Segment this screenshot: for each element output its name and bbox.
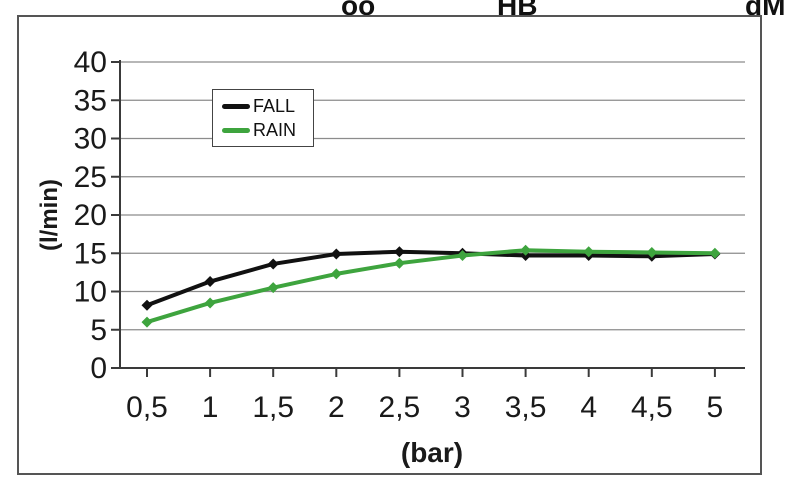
legend-item-rain: RAIN: [222, 121, 313, 139]
x-tick-label: 3: [454, 391, 471, 424]
fall-line-swatch: [222, 103, 250, 109]
legend-item-fall: FALL: [222, 97, 313, 115]
data-point-rain: [709, 247, 721, 259]
x-tick-label: 4: [580, 391, 597, 424]
cropped-header-row: öö HB dM: [0, 0, 800, 15]
data-point-fall: [393, 246, 405, 258]
x-tick-label: 1,5: [252, 391, 294, 424]
y-tick-label: 5: [90, 314, 107, 347]
y-tick-label: 15: [74, 237, 107, 270]
x-tick-label: 3,5: [505, 391, 547, 424]
data-point-fall: [204, 276, 216, 288]
data-point-rain: [204, 297, 216, 309]
x-axis-title: (bar): [401, 437, 463, 468]
chart-frame: 0 5 10 15 20 25 30 35 40 0,5 1 1,5 2 2,5 3 3,5 4 4,5 5 (bar…: [17, 15, 762, 475]
data-point-rain: [583, 246, 595, 258]
legend-label-rain: RAIN: [253, 120, 297, 140]
data-point-rain: [646, 246, 658, 258]
y-tick-label: 35: [74, 84, 107, 117]
y-axis-title: (l/min): [36, 179, 63, 251]
x-tick-label: 1: [202, 391, 219, 424]
y-tick-label: 30: [74, 123, 107, 156]
cropped-header-text-1: öö: [341, 0, 375, 15]
series-line-rain: [145, 248, 717, 325]
series-line-fall: [145, 249, 717, 308]
x-tick-label: 2: [328, 391, 345, 424]
data-point-rain: [267, 282, 279, 294]
x-tick-label: 4,5: [631, 391, 673, 424]
cropped-header-text-3: dM: [745, 0, 785, 15]
x-tick-label: 5: [707, 391, 724, 424]
data-point-rain: [141, 316, 153, 328]
y-tick-label: 40: [74, 46, 107, 79]
y-tick-label: 20: [74, 199, 107, 232]
y-tick-label: 0: [90, 352, 107, 385]
data-point-rain: [457, 250, 468, 262]
data-point-rain: [330, 268, 342, 280]
y-tick-label: 10: [74, 276, 107, 309]
y-tick-label: 25: [74, 161, 107, 194]
x-tick-label: 0,5: [126, 391, 168, 424]
flow-vs-pressure-line-chart: 0 5 10 15 20 25 30 35 40 0,5 1 1,5 2 2,5 3 3,5 4 4,5 5 (bar…: [36, 46, 745, 468]
data-point-fall: [267, 258, 279, 270]
data-point-rain: [393, 257, 405, 269]
rain-line-swatch: [222, 127, 250, 133]
legend-label-fall: FALL: [253, 96, 296, 116]
x-tick-label: 2,5: [379, 391, 421, 424]
data-point-fall: [141, 299, 153, 311]
legend: FALL RAIN: [212, 89, 314, 147]
data-point-fall: [330, 248, 342, 260]
cropped-header-text-2: HB: [497, 0, 537, 15]
data-point-rain: [520, 244, 532, 256]
